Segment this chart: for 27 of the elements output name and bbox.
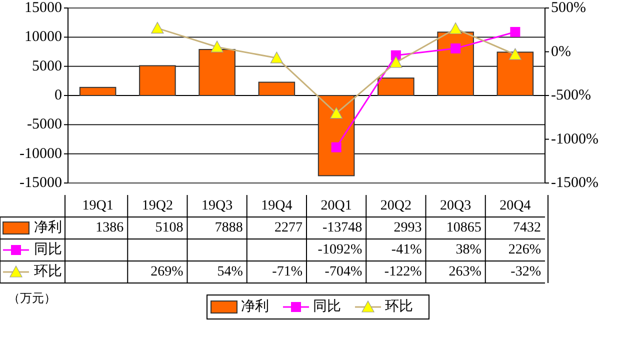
y-tick-label: -10000 [20, 146, 62, 162]
y-tick-label: 10000 [24, 29, 62, 46]
x-tick-label: 20Q2 [380, 198, 412, 214]
legend-label: 净利 [34, 220, 62, 236]
text: 净利 [241, 300, 269, 314]
y2-tick-label: 500% [551, 0, 586, 16]
x-tick-label: 20Q3 [440, 198, 472, 214]
y2-tick-label: 0% [551, 44, 571, 60]
x-tick-label: 19Q2 [142, 198, 173, 214]
y2-tick-label: -1000% [551, 131, 598, 148]
x-tick-label: 20Q4 [500, 198, 531, 214]
y2-tick-label: -500% [551, 88, 591, 104]
y-tick-label: 15000 [24, 0, 62, 16]
y-tick-label: 0 [54, 88, 62, 104]
x-tick-label: 19Q4 [261, 198, 292, 214]
y-tick-label: 5000 [32, 58, 62, 74]
legend-label: 环比 [34, 264, 62, 280]
x-tick-label: 19Q1 [82, 198, 114, 214]
legend-label: 同比 [313, 298, 341, 314]
y2-tick-label: -1500% [551, 175, 598, 191]
y-tick-label: -5000 [27, 116, 62, 133]
x-tick-label: 19Q3 [202, 198, 233, 214]
text: 环比 [385, 300, 413, 314]
text: 同比 [34, 242, 62, 258]
y-tick-label: -15000 [20, 175, 62, 191]
x-tick-label: 20Q1 [320, 198, 352, 214]
text: （万元） [8, 291, 56, 305]
